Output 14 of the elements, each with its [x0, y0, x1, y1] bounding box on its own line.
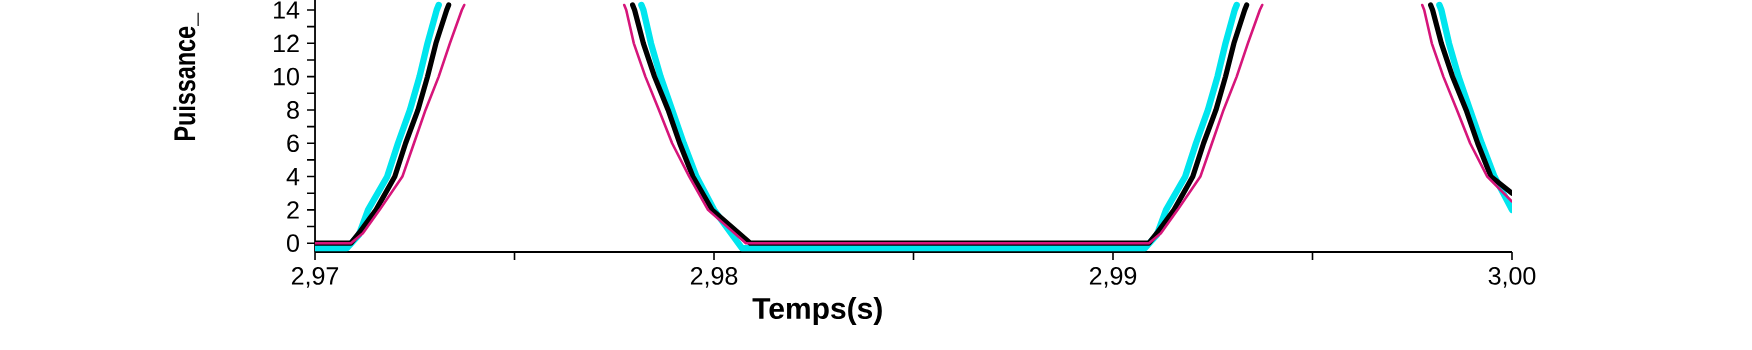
- y-tick-label: 14: [274, 1, 300, 19]
- y-axis-title: Puissance_: [173, 12, 199, 141]
- y-tick-label: 10: [274, 67, 299, 86]
- y-tick-label: 0: [287, 234, 299, 253]
- x-tick-label: 2,99: [1089, 267, 1137, 288]
- y-tick-label: 8: [287, 101, 299, 119]
- y-tick-label: 2: [287, 201, 299, 219]
- x-tick-label: 2,97: [291, 267, 339, 288]
- x-axis-title: Temps(s): [752, 297, 882, 326]
- x-tick-label: 2,98: [690, 267, 738, 288]
- y-tick-label: 12: [274, 34, 299, 53]
- x-tick-label: 3,00: [1488, 267, 1536, 288]
- y-tick-label: 6: [287, 134, 299, 153]
- y-tick-label: 4: [286, 167, 300, 186]
